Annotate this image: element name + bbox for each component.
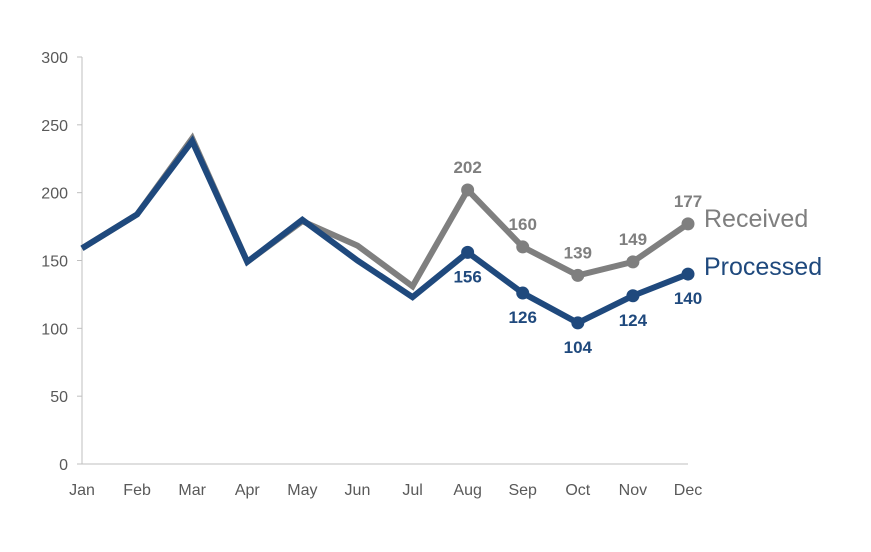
x-tick-label-oct: Oct bbox=[565, 482, 590, 499]
legend-label-processed: Processed bbox=[704, 253, 822, 281]
x-tick-label-apr: Apr bbox=[235, 482, 261, 499]
data-label-processed-sep: 126 bbox=[509, 308, 537, 327]
data-point-processed-oct bbox=[571, 316, 585, 330]
data-label-received-sep: 160 bbox=[509, 215, 537, 234]
legend-label-received: Received bbox=[704, 205, 808, 233]
data-point-received-aug bbox=[461, 183, 475, 197]
x-tick-label-may: May bbox=[287, 482, 317, 499]
series-line-received bbox=[80, 132, 690, 291]
axes: 0 50 100 150 200 250 300 Jan Feb Mar Apr May Jun Jul A… bbox=[41, 50, 702, 499]
x-tick-label-jul: Jul bbox=[402, 482, 422, 499]
data-point-received-nov bbox=[626, 255, 640, 269]
y-tick-label: 300 bbox=[41, 50, 68, 67]
data-point-received-oct bbox=[571, 268, 585, 282]
data-point-processed-aug bbox=[461, 245, 475, 259]
x-tick-label-mar: Mar bbox=[178, 482, 206, 499]
data-label-received-oct: 139 bbox=[564, 243, 592, 262]
x-tick-label-dec: Dec bbox=[674, 482, 702, 499]
y-tick-label: 100 bbox=[41, 321, 68, 338]
x-tick-label-sep: Sep bbox=[508, 482, 537, 499]
series-line-processed bbox=[80, 135, 690, 327]
data-label-processed-dec: 140 bbox=[674, 289, 702, 308]
x-tick-label-aug: Aug bbox=[453, 482, 481, 499]
data-point-processed-sep bbox=[516, 286, 530, 300]
y-tick-label: 250 bbox=[41, 118, 68, 135]
data-label-processed-aug: 156 bbox=[453, 267, 481, 286]
data-point-processed-nov bbox=[626, 289, 640, 303]
y-tick-label: 150 bbox=[41, 254, 68, 271]
data-point-received-sep bbox=[516, 240, 530, 254]
data-point-received-dec bbox=[681, 217, 695, 231]
x-tick-label-jan: Jan bbox=[69, 482, 95, 499]
series-layer bbox=[80, 132, 695, 330]
y-tick-label: 0 bbox=[59, 457, 68, 474]
data-labels-layer: 202 160 139 149 177 156 126 104 124 140 bbox=[453, 158, 702, 357]
y-tick-label: 50 bbox=[50, 389, 68, 406]
y-tick-label: 200 bbox=[41, 186, 68, 203]
data-point-processed-dec bbox=[681, 267, 695, 281]
legend-layer: Received Processed bbox=[704, 205, 822, 281]
data-label-processed-oct: 104 bbox=[564, 338, 593, 357]
data-label-received-dec: 177 bbox=[674, 192, 702, 211]
data-label-processed-nov: 124 bbox=[619, 311, 648, 330]
x-tick-label-feb: Feb bbox=[123, 482, 151, 499]
x-tick-label-nov: Nov bbox=[619, 482, 647, 499]
data-label-received-nov: 149 bbox=[619, 230, 647, 249]
data-label-received-aug: 202 bbox=[453, 158, 481, 177]
x-tick-label-jun: Jun bbox=[345, 482, 371, 499]
